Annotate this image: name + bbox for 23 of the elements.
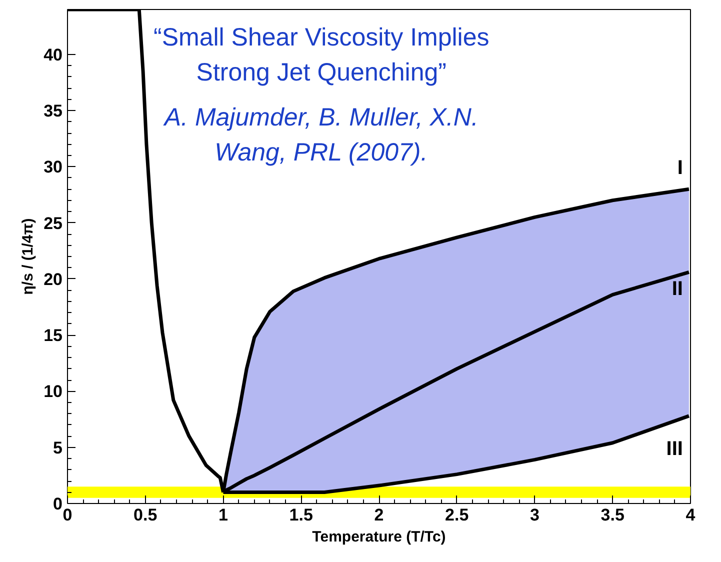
x-tick-label: 2.5	[445, 506, 469, 524]
series-label: I	[677, 157, 683, 180]
y-tick-label: 25	[44, 214, 63, 233]
x-tick-label: 1.5	[289, 506, 313, 524]
x-tick-label: 3.5	[600, 506, 624, 524]
x-axis-title: Temperature (T/Tc)	[312, 528, 446, 546]
y-tick-label: 30	[44, 158, 63, 177]
x-tick-label: 0.5	[134, 506, 158, 524]
y-tick-label: 5	[53, 438, 63, 458]
y-tick-label: 20	[44, 270, 63, 289]
y-tick-label: 10	[44, 382, 63, 402]
series-label: III	[666, 438, 683, 460]
y-axis-title: η/s / (1/4π)	[20, 218, 37, 295]
series-label: II	[672, 278, 683, 300]
x-tick-label: 3	[530, 506, 540, 524]
x-tick-label: 2	[374, 506, 384, 524]
annotation: “Small Shear Viscosity Implies Strong Jet Quenching”	[153, 24, 490, 87]
y-tick-label: 40	[44, 45, 63, 64]
y-tick-label: 15	[44, 326, 63, 346]
x-tick-label: 4	[686, 506, 696, 524]
y-tick-label: 35	[44, 102, 63, 121]
annotation: A. Majumder, B. Muller, X.N. Wang, PRL (2007).	[162, 103, 478, 166]
x-tick-label: 1	[218, 506, 228, 524]
